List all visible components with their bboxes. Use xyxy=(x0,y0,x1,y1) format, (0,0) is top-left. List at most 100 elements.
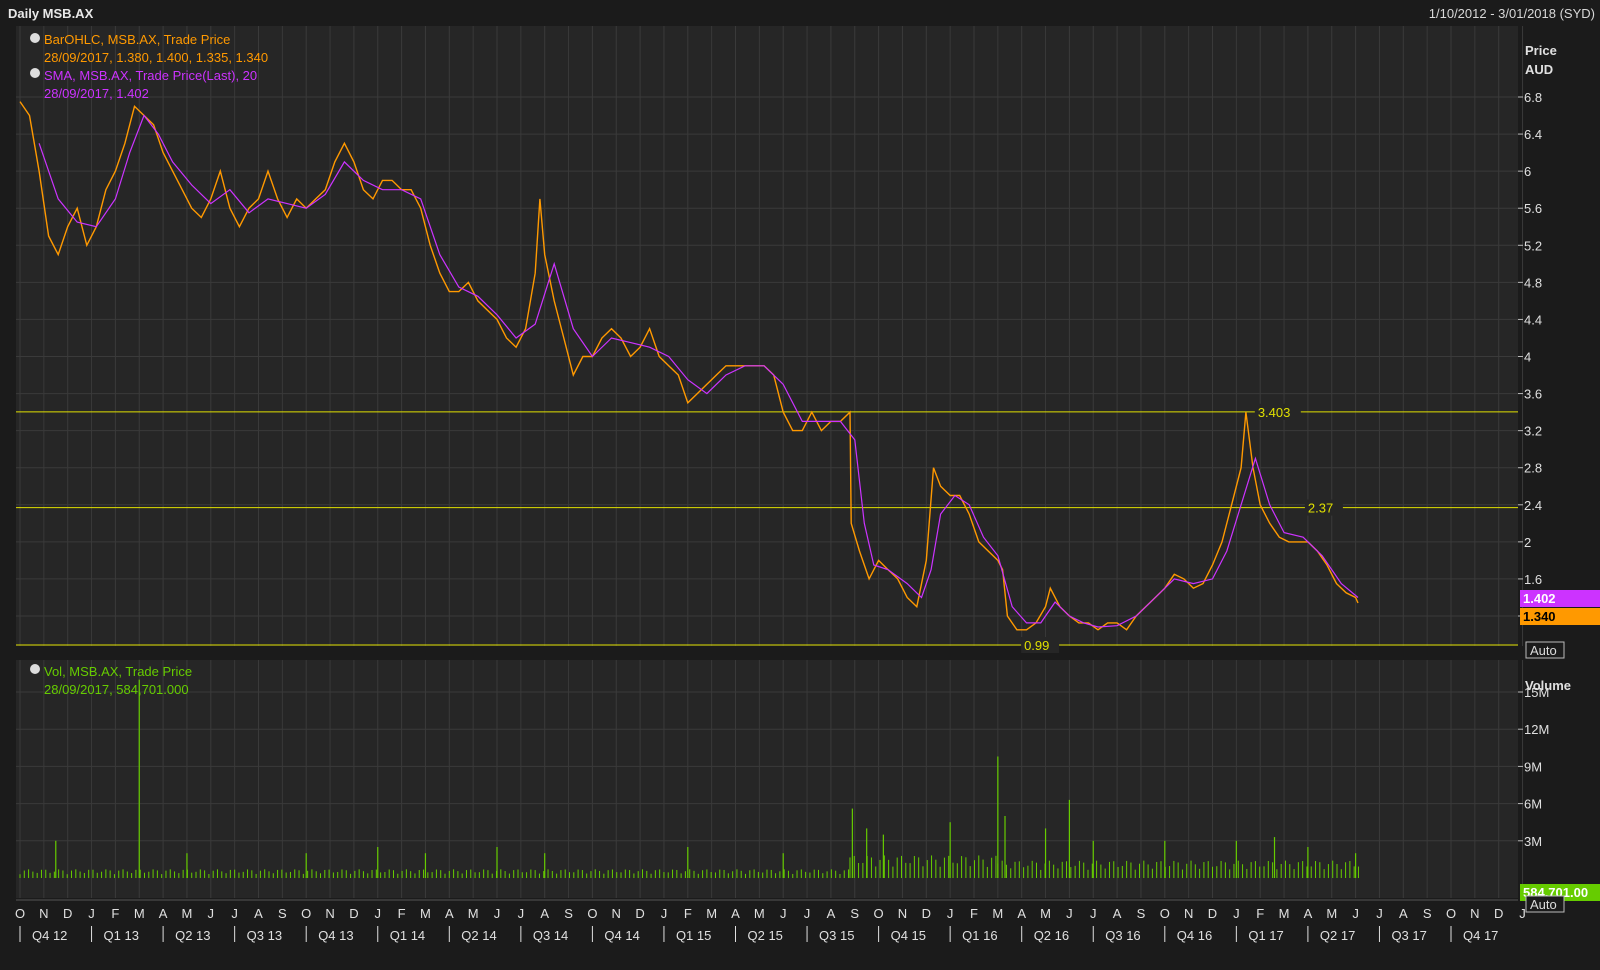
month-label: N xyxy=(898,906,907,921)
month-label: N xyxy=(612,906,621,921)
month-label: F xyxy=(1256,906,1264,921)
reference-label-bg xyxy=(1254,403,1301,420)
quarter-label: Q1 15 xyxy=(676,928,711,943)
month-label: S xyxy=(564,906,573,921)
volume-grid xyxy=(16,660,1524,898)
month-label: S xyxy=(1423,906,1432,921)
month-label: A xyxy=(445,906,454,921)
price-auto-button[interactable] xyxy=(1525,641,1565,659)
sma-price-tag xyxy=(1520,590,1600,607)
month-label: M xyxy=(754,906,765,921)
month-label: J xyxy=(1233,906,1240,921)
quarter-label: Q4 14 xyxy=(604,928,639,943)
quarter-label: Q1 14 xyxy=(390,928,425,943)
price-tick-label: 6 xyxy=(1524,164,1531,179)
month-label: M xyxy=(706,906,717,921)
quarter-label: Q1 17 xyxy=(1248,928,1283,943)
last-price-tag-value: 1.340 xyxy=(1523,609,1556,624)
sma-legend-values: 28/09/2017, 1.402 xyxy=(44,86,149,101)
quarter-label: Q2 16 xyxy=(1034,928,1069,943)
price-auto-label: Auto xyxy=(1530,643,1557,658)
quarter-label: Q2 13 xyxy=(175,928,210,943)
price-tick-label: 4 xyxy=(1524,350,1531,365)
last-price-tag xyxy=(1520,608,1600,625)
month-label: A xyxy=(1017,906,1026,921)
month-label: O xyxy=(15,906,25,921)
month-label: F xyxy=(970,906,978,921)
legend-toggle-icon[interactable] xyxy=(30,33,40,43)
month-label: M xyxy=(182,906,193,921)
month-label: O xyxy=(301,906,311,921)
reference-line-label: 2.37 xyxy=(1308,501,1333,516)
month-label: J xyxy=(1376,906,1383,921)
month-label: M xyxy=(992,906,1003,921)
quarter-label: Q3 13 xyxy=(247,928,282,943)
quarter-label: Q1 13 xyxy=(104,928,139,943)
month-label: M xyxy=(1279,906,1290,921)
month-label: M xyxy=(134,906,145,921)
month-label: N xyxy=(325,906,334,921)
month-label: J xyxy=(780,906,787,921)
month-label: J xyxy=(1519,906,1526,921)
month-label: N xyxy=(39,906,48,921)
date-range: 1/10/2012 - 3/01/2018 (SYD) xyxy=(1429,6,1595,21)
volume-legend: Vol, MSB.AX, Trade Price 28/09/2017, 584… xyxy=(30,664,192,697)
month-label: J xyxy=(231,906,238,921)
quarter-label: Q3 16 xyxy=(1105,928,1140,943)
price-grid xyxy=(16,26,1524,646)
chart-title: Daily MSB.AX xyxy=(8,6,94,21)
month-label: J xyxy=(1090,906,1097,921)
month-label: J xyxy=(1352,906,1359,921)
month-label: M xyxy=(468,906,479,921)
month-label: M xyxy=(1040,906,1051,921)
month-label: J xyxy=(208,906,215,921)
month-label: A xyxy=(540,906,549,921)
reference-label-bg xyxy=(1021,637,1060,653)
sma-legend-label: SMA, MSB.AX, Trade Price(Last), 20 xyxy=(44,68,257,83)
volume-legend-values: 28/09/2017, 584,701.000 xyxy=(44,682,189,697)
month-label: A xyxy=(159,906,168,921)
volume-bars xyxy=(19,679,1359,878)
month-label: O xyxy=(1446,906,1456,921)
price-tick-label: 2 xyxy=(1524,535,1531,550)
price-legend: BarOHLC, MSB.AX, Trade Price 28/09/2017,… xyxy=(30,32,268,101)
sma-series xyxy=(38,114,1359,628)
quarter-label: Q4 16 xyxy=(1177,928,1212,943)
volume-tick-label: 15M xyxy=(1524,685,1549,700)
volume-auto-label: Auto xyxy=(1530,897,1557,912)
quarter-label: Q2 14 xyxy=(461,928,496,943)
volume-legend-label: Vol, MSB.AX, Trade Price xyxy=(44,664,192,679)
month-label: N xyxy=(1470,906,1479,921)
month-label: J xyxy=(88,906,95,921)
month-label: D xyxy=(63,906,72,921)
month-label: O xyxy=(874,906,884,921)
quarter-label: Q4 13 xyxy=(318,928,353,943)
month-label: S xyxy=(1137,906,1146,921)
month-label: O xyxy=(587,906,597,921)
volume-auto-button[interactable] xyxy=(1525,895,1565,913)
legend-toggle-icon[interactable] xyxy=(30,68,40,78)
price-tick-label: 6.8 xyxy=(1524,90,1542,105)
month-label: N xyxy=(1184,906,1193,921)
quarter-label: Q1 16 xyxy=(962,928,997,943)
month-label: F xyxy=(684,906,692,921)
quarter-label: Q4 12 xyxy=(32,928,67,943)
month-label: M xyxy=(420,906,431,921)
month-label: F xyxy=(398,906,406,921)
month-label: D xyxy=(1208,906,1217,921)
month-label: A xyxy=(1113,906,1122,921)
reference-lines: 3.403 2.37 0.99 xyxy=(16,403,1518,653)
volume-tick-label: 9M xyxy=(1524,759,1542,774)
price-tick-label: 4.4 xyxy=(1524,312,1542,327)
price-tick-label: 3.2 xyxy=(1524,424,1542,439)
month-label: A xyxy=(1399,906,1408,921)
quarter-label: Q2 15 xyxy=(748,928,783,943)
legend-toggle-icon[interactable] xyxy=(30,664,40,674)
price-tick-label: 2.8 xyxy=(1524,461,1542,476)
month-label: D xyxy=(1494,906,1503,921)
month-label: J xyxy=(1066,906,1073,921)
month-label: A xyxy=(254,906,263,921)
price-tick-label: 4.8 xyxy=(1524,275,1542,290)
month-label: D xyxy=(349,906,358,921)
price-axis-unit: AUD xyxy=(1525,62,1553,77)
